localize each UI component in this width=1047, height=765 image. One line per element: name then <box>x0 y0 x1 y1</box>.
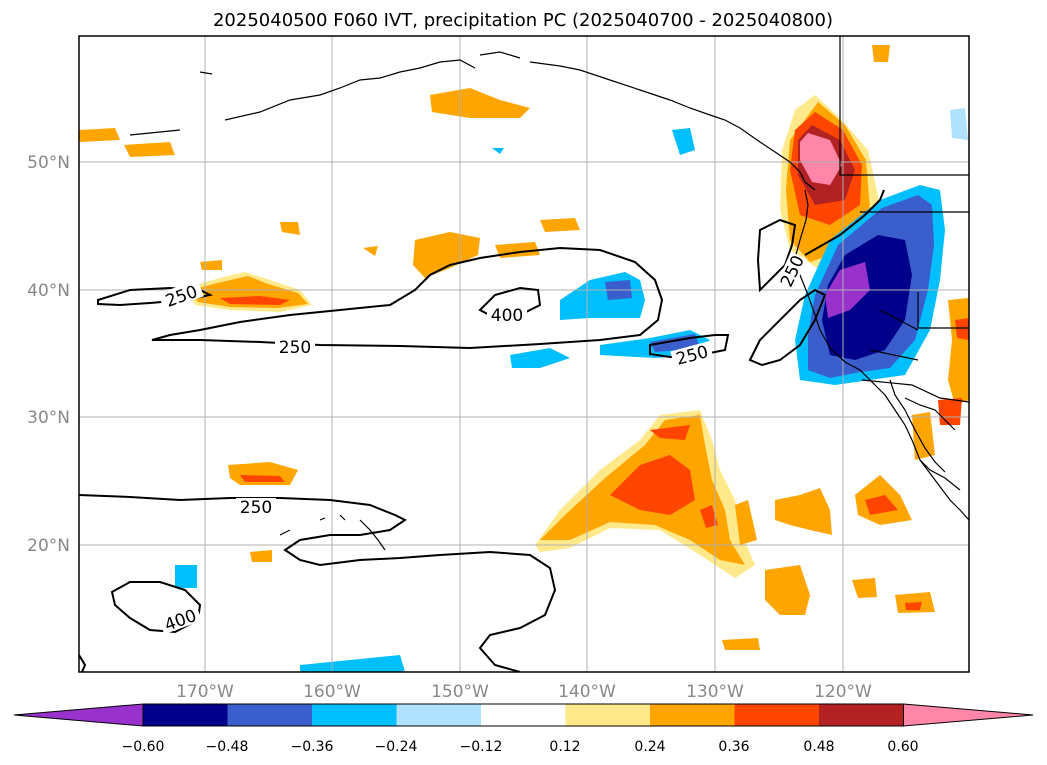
california-blue-dark <box>822 235 912 360</box>
lon-label-120w: 120°W <box>814 682 872 702</box>
blob-170w-red <box>220 296 290 305</box>
blob-small-2 <box>540 218 580 232</box>
blob-west-edge <box>79 128 120 142</box>
contour-label-250-central: 250 <box>279 338 311 358</box>
blob-south-blue <box>300 655 405 672</box>
colorbar-tick-label: 0.48 <box>803 739 834 755</box>
blob-baja-red <box>938 398 962 425</box>
gridlines <box>79 36 969 672</box>
blob-east-2 <box>775 488 832 535</box>
colorbar-segments <box>13 703 1034 727</box>
lat-label-30n: 30°N <box>27 408 70 428</box>
blob-east-edge <box>948 298 969 405</box>
colorbar-segment <box>565 704 651 726</box>
blob-east-5-red <box>905 602 922 610</box>
colorbar-tick-labels: −0.60 −0.48 −0.36 −0.24 −0.12 0.12 0.24 … <box>122 739 919 755</box>
lat-label-40n: 40°N <box>27 281 70 301</box>
colorbar-segment <box>819 704 904 726</box>
colorbar-tick-label: 0.60 <box>887 739 918 755</box>
colorbar: −0.60 −0.48 −0.36 −0.24 −0.12 0.12 0.24 … <box>13 703 1034 755</box>
colorbar-tick-label: −0.36 <box>291 739 334 755</box>
blob-canada-blue <box>950 108 968 140</box>
subtropical-band-red-small <box>700 505 718 528</box>
blob-baja <box>912 412 935 460</box>
blob-east-3-red <box>865 495 898 515</box>
blob-south-1 <box>722 638 760 650</box>
lon-axis-labels: 170°W 160°W 150°W 140°W 130°W 120°W <box>176 682 872 702</box>
lon-label-170w: 170°W <box>176 682 234 702</box>
pnw-precip-pink <box>800 133 842 185</box>
lon-label-130w: 130°W <box>686 682 744 702</box>
blob-hawaii-north-red <box>240 475 285 482</box>
colorbar-tick-label: 0.24 <box>634 739 665 755</box>
subtropical-band-red-north <box>650 425 690 440</box>
lat-label-50n: 50°N <box>27 153 70 173</box>
colorbar-segment <box>734 704 820 726</box>
blob-tiny-blue <box>492 148 504 154</box>
blob-small-3 <box>280 222 300 235</box>
lon-label-160w: 160°W <box>303 682 361 702</box>
colorbar-tick-label: −0.12 <box>460 739 503 755</box>
blob-145w-blue <box>510 348 570 368</box>
colorbar-segment <box>312 704 397 726</box>
colorbar-tick-label: 0.12 <box>549 739 580 755</box>
lat-label-20n: 20°N <box>27 536 70 556</box>
colorbar-extend-max <box>903 703 1034 727</box>
colorbar-segment <box>396 704 482 726</box>
colorbar-tick-label: −0.24 <box>375 739 418 755</box>
blob-east-4 <box>735 500 757 545</box>
colorbar-segment <box>227 704 313 726</box>
blob-coast-north-blue <box>672 128 695 155</box>
blob-150w-north <box>430 88 530 118</box>
map-panel: 250 250 400 250 250 250 400 <box>78 35 970 673</box>
blob-small-5 <box>363 246 378 256</box>
blob-east-6 <box>852 578 877 598</box>
blob-150w-orange <box>413 232 480 278</box>
colorbar-frame <box>142 703 904 727</box>
colorbar-tick-label: −0.60 <box>122 739 165 755</box>
blob-west-edge-2 <box>124 142 175 157</box>
colorbar-tick-label: 0.36 <box>718 739 749 755</box>
lon-label-140w: 140°W <box>558 682 616 702</box>
blob-north-1 <box>872 45 890 62</box>
lon-label-150w: 150°W <box>431 682 489 702</box>
colorbar-segment <box>481 704 566 726</box>
colorbar-tick-label: −0.48 <box>206 739 249 755</box>
colorbar-extend-min <box>13 703 144 727</box>
figure-title: 2025040500 F060 IVT, precipitation PC (2… <box>213 10 833 31</box>
contour-label-250-hawaii: 250 <box>240 498 272 518</box>
contour-labels: 250 250 400 250 250 250 400 <box>158 251 809 636</box>
contour-label-400-core: 400 <box>491 306 523 326</box>
colorbar-segment <box>143 704 228 726</box>
subtropical-band-red <box>610 455 695 515</box>
blob-south-2 <box>250 550 272 562</box>
lat-axis-labels: 50°N 40°N 30°N 20°N <box>27 153 70 556</box>
blob-east-1 <box>765 565 810 615</box>
blob-east-edge-red <box>955 318 969 340</box>
colorbar-segment <box>650 704 735 726</box>
blob-hawaii-blue <box>175 565 197 588</box>
coastlines <box>129 36 969 551</box>
map-frame <box>78 35 970 673</box>
